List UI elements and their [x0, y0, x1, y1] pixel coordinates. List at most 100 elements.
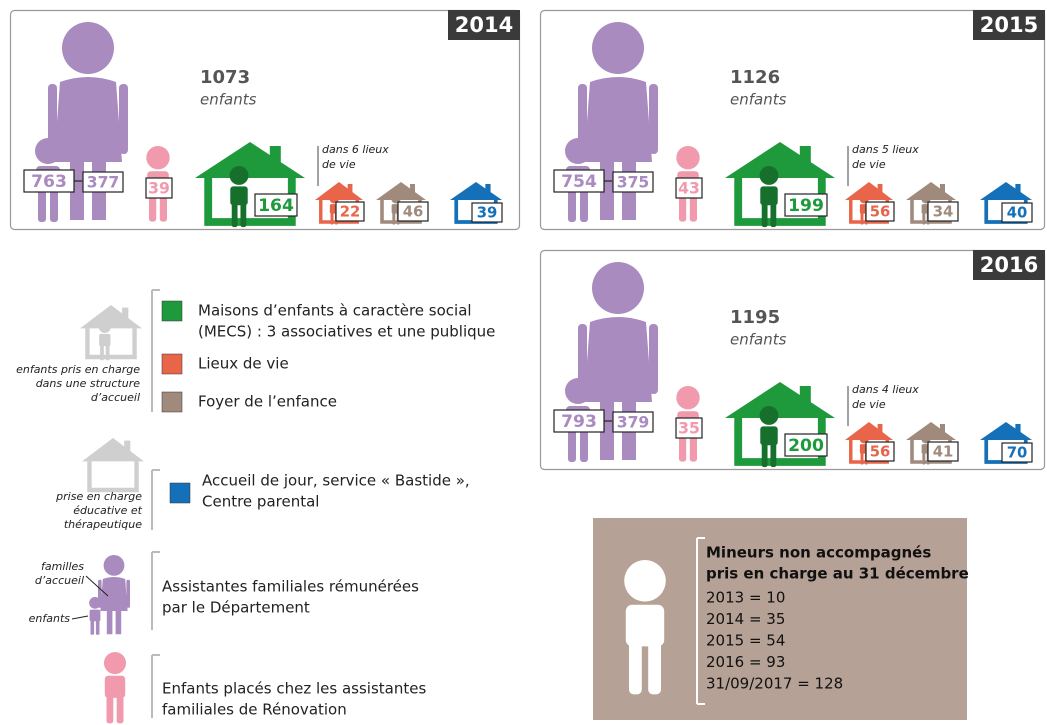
value-label: 56	[870, 204, 891, 221]
mna-line: 2013 = 10	[706, 589, 785, 607]
child-head	[676, 146, 699, 169]
legend-text: Accueil de jour, service « Bastide »,	[202, 472, 470, 490]
house-walls	[87, 328, 134, 357]
child-head	[104, 652, 126, 674]
child-head	[760, 166, 779, 185]
caption: thérapeutique	[64, 518, 142, 531]
caption: d’accueil	[91, 391, 140, 404]
value-label: 164	[258, 196, 294, 216]
child-head	[35, 138, 61, 164]
woman-arm	[126, 580, 130, 608]
legend-text: par le Département	[162, 599, 310, 617]
child-leg	[629, 640, 642, 694]
child-leg	[770, 202, 776, 227]
child-leg	[50, 188, 58, 222]
caption: dans une structure	[36, 377, 141, 390]
child-leg	[762, 442, 768, 467]
child-leg	[100, 344, 104, 360]
child-head	[760, 406, 779, 425]
year-label: 2014	[455, 13, 513, 37]
value-label: 763	[31, 172, 67, 192]
house-walls	[89, 461, 136, 490]
legend-text: (MECS) : 3 associatives et une publique	[198, 323, 495, 341]
year-label: 2015	[980, 13, 1038, 37]
value-label: 41	[933, 444, 954, 461]
value-label: 379	[617, 414, 650, 432]
woman-arm	[649, 84, 658, 154]
child-leg	[568, 188, 576, 222]
total-unit: enfants	[730, 91, 787, 109]
child-head	[565, 378, 591, 404]
value-label: 43	[678, 180, 700, 198]
lieux-note: dans 6 lieux	[322, 143, 389, 156]
legend-text: Assistantes familiales rémunérées	[162, 578, 419, 596]
year-panel: 2014763377391641073enfantsdans 6 lieuxde…	[11, 10, 521, 230]
mna-line: 31/09/2017 = 128	[706, 675, 843, 693]
woman-body	[100, 577, 127, 634]
child-leg	[580, 188, 588, 222]
lieux-note: dans 5 lieux	[852, 143, 919, 156]
total-value: 1195	[730, 307, 780, 328]
year-label: 2016	[980, 253, 1038, 277]
value-label: 35	[678, 420, 700, 438]
child-body	[760, 186, 777, 205]
child-leg	[96, 620, 100, 635]
value-label: 39	[477, 205, 498, 222]
house-roof	[80, 305, 142, 328]
legend-swatch	[170, 483, 190, 503]
lieux-note: de vie	[852, 398, 886, 411]
child-body	[230, 186, 247, 205]
lieux-note: de vie	[322, 158, 356, 171]
total-value: 1126	[730, 67, 780, 88]
value-label: 375	[617, 174, 650, 192]
lieux-note: de vie	[852, 158, 886, 171]
caption: prise en charge	[55, 490, 142, 503]
child-leg	[107, 695, 114, 724]
legend-text: Enfants placés chez les assistantes	[162, 680, 426, 698]
child-leg	[240, 202, 246, 227]
child-leg	[568, 428, 576, 462]
value-label: 200	[788, 436, 824, 456]
child-leg	[392, 212, 395, 224]
arrow	[72, 616, 88, 619]
value-label: 39	[148, 180, 170, 198]
value-label: 40	[1007, 205, 1028, 222]
child-leg	[106, 344, 110, 360]
woman-head	[62, 22, 114, 74]
total-unit: enfants	[200, 91, 257, 109]
child-head	[146, 146, 169, 169]
value-label: 754	[561, 172, 597, 192]
child-leg	[861, 452, 864, 464]
value-label: 34	[933, 204, 954, 221]
value-label: 377	[87, 174, 120, 192]
child-head	[230, 166, 249, 185]
child-leg	[91, 620, 95, 635]
child-head	[99, 321, 111, 333]
child-body	[626, 605, 664, 647]
infographic: 2014763377391641073enfantsdans 6 lieuxde…	[0, 0, 1047, 725]
lieux-note: dans 4 lieux	[852, 383, 919, 396]
year-panel: 2016793379352001195enfantsdans 4 lieuxde…	[541, 250, 1046, 470]
child-head	[89, 597, 101, 609]
child-leg	[762, 202, 768, 227]
mna-line: 2015 = 54	[706, 632, 785, 650]
woman-head	[592, 22, 644, 74]
child-head	[624, 560, 666, 602]
child-leg	[38, 188, 46, 222]
legend-swatch	[162, 301, 182, 321]
legend-text: familiales de Rénovation	[162, 701, 347, 719]
value-label: 70	[1007, 445, 1028, 462]
child-leg	[922, 212, 925, 224]
value-label: 199	[788, 196, 824, 216]
child-body	[105, 676, 125, 698]
legend-text: Lieux de vie	[198, 355, 289, 373]
child-leg	[770, 442, 776, 467]
mna-line: 2016 = 93	[706, 653, 785, 671]
child-leg	[922, 452, 925, 464]
child-body	[90, 610, 101, 622]
legend-text: Maisons d’enfants à caractère social	[198, 302, 472, 320]
total-unit: enfants	[730, 331, 787, 349]
child-head	[676, 386, 699, 409]
caption: enfants pris en charge	[16, 363, 140, 376]
woman-head	[104, 555, 125, 576]
